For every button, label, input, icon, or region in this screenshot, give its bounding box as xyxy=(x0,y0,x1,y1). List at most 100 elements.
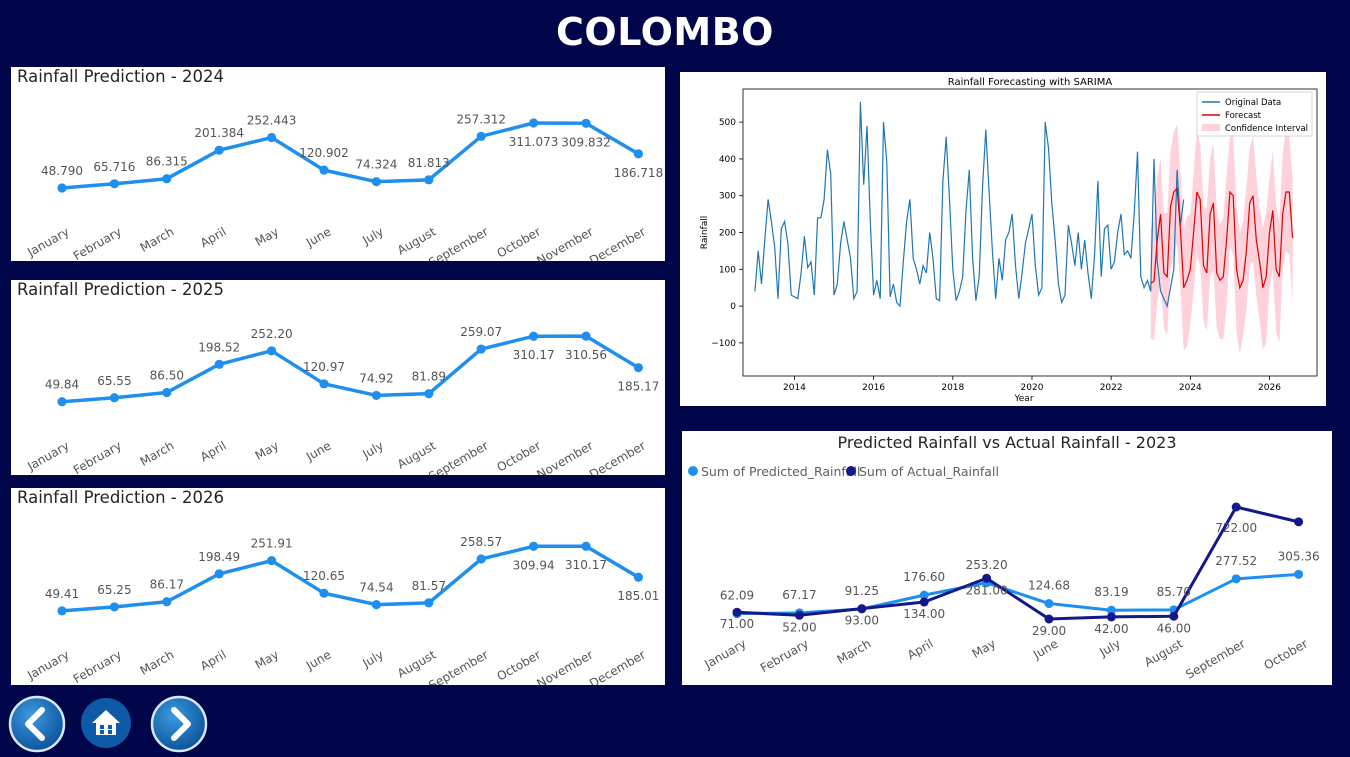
x-tick-label: August xyxy=(395,438,439,471)
data-point[interactable] xyxy=(1106,612,1116,622)
data-point[interactable] xyxy=(424,598,434,608)
x-tick-label: July xyxy=(359,438,386,461)
back-button[interactable] xyxy=(8,695,66,753)
x-tick-label: August xyxy=(395,647,439,680)
x-tick-label: September xyxy=(426,647,490,685)
x-tick-label: September xyxy=(1183,636,1247,681)
data-point[interactable] xyxy=(109,393,119,403)
data-point[interactable] xyxy=(982,573,992,583)
y-tick-label: 400 xyxy=(719,155,736,165)
home-button[interactable] xyxy=(80,697,132,749)
data-point[interactable] xyxy=(371,600,381,610)
x-tick-label: December xyxy=(587,647,648,685)
data-point[interactable] xyxy=(732,607,742,617)
x-tick-label: 2014 xyxy=(783,383,806,393)
data-point[interactable] xyxy=(57,606,67,616)
data-point[interactable] xyxy=(319,165,329,175)
data-point[interactable] xyxy=(529,331,539,341)
data-point[interactable] xyxy=(1044,599,1054,609)
data-point[interactable] xyxy=(1294,517,1304,527)
data-point[interactable] xyxy=(424,175,434,185)
forward-button[interactable] xyxy=(150,695,208,753)
data-point[interactable] xyxy=(794,610,804,620)
y-tick-label: 500 xyxy=(719,118,736,128)
line-chart-2025: 49.84 January 65.55 February 86.50 March 198.5… xyxy=(24,325,659,475)
line-chart-2026: 49.41 January 65.25 February 86.17 March 198.4… xyxy=(24,535,659,685)
data-point[interactable] xyxy=(633,363,644,373)
data-label: 86.17 xyxy=(150,578,184,592)
data-point[interactable] xyxy=(371,390,381,401)
x-tick-label: 2016 xyxy=(862,383,885,393)
data-point[interactable] xyxy=(919,590,929,600)
data-label: 311.073 xyxy=(509,135,559,149)
x-tick-label: 2018 xyxy=(941,383,964,393)
series-line-2026 xyxy=(61,544,640,613)
data-point[interactable] xyxy=(1231,574,1241,584)
x-tick-label: April xyxy=(905,636,936,662)
legend-label-original: Original Data xyxy=(1225,98,1281,108)
data-point[interactable] xyxy=(919,597,929,607)
x-tick-label: August xyxy=(395,224,439,257)
data-point[interactable] xyxy=(1044,614,1054,624)
data-label: 29.00 xyxy=(1032,624,1066,638)
data-point[interactable] xyxy=(581,541,591,551)
legend-label[interactable]: Sum of Predicted_Rainfall xyxy=(701,464,860,479)
data-point[interactable] xyxy=(57,397,67,407)
data-point[interactable] xyxy=(476,131,486,141)
data-label: 722.00 xyxy=(1215,521,1257,535)
data-label: 91.25 xyxy=(845,584,879,598)
data-point[interactable] xyxy=(162,387,172,398)
data-point[interactable] xyxy=(529,118,539,128)
data-point[interactable] xyxy=(529,541,539,551)
data-point[interactable] xyxy=(162,174,172,184)
data-point[interactable] xyxy=(267,132,277,143)
data-point[interactable] xyxy=(267,346,277,356)
y-tick-label: 200 xyxy=(719,229,736,239)
data-point[interactable] xyxy=(319,379,329,389)
data-point[interactable] xyxy=(1294,569,1304,579)
legend-label[interactable]: Sum of Actual_Rainfall xyxy=(859,464,999,479)
chevron-left-icon xyxy=(25,707,45,741)
data-point[interactable] xyxy=(581,118,591,128)
data-point[interactable] xyxy=(162,597,172,607)
data-point[interactable] xyxy=(267,556,277,566)
data-label: 201.384 xyxy=(194,126,244,140)
data-label: 198.49 xyxy=(198,550,240,564)
data-point[interactable] xyxy=(476,554,486,564)
data-label: 48.790 xyxy=(41,164,83,178)
home-icon xyxy=(92,710,120,735)
data-point[interactable] xyxy=(214,145,224,155)
data-label: 185.17 xyxy=(617,380,659,394)
panel-rainfall-2025: Rainfall Prediction - 2025 49.84 January 6… xyxy=(11,280,665,475)
data-point[interactable] xyxy=(109,602,119,612)
data-point[interactable] xyxy=(371,177,381,187)
x-tick-label: July xyxy=(359,224,386,247)
data-label: 309.94 xyxy=(513,558,555,572)
x-axis-label: Year xyxy=(1013,394,1033,404)
data-point[interactable] xyxy=(1106,605,1116,615)
data-label: 309.832 xyxy=(561,135,611,149)
data-label: 93.00 xyxy=(845,614,879,628)
data-point[interactable] xyxy=(1231,502,1241,512)
panel-rainfall-2026: Rainfall Prediction - 2026 49.41 January 6… xyxy=(11,488,665,685)
data-point[interactable] xyxy=(1169,611,1179,621)
data-point[interactable] xyxy=(57,183,67,193)
data-label: 81.57 xyxy=(412,579,446,593)
data-label: 52.00 xyxy=(782,620,816,634)
x-tick-label: May xyxy=(253,647,281,672)
data-point[interactable] xyxy=(109,179,119,189)
data-label: 62.09 xyxy=(720,589,754,603)
data-label: 253.20 xyxy=(966,558,1008,572)
data-point[interactable] xyxy=(476,344,486,354)
data-point[interactable] xyxy=(633,149,644,159)
data-point[interactable] xyxy=(319,588,329,598)
data-point[interactable] xyxy=(424,389,434,399)
data-point[interactable] xyxy=(857,604,867,614)
data-point[interactable] xyxy=(633,572,644,582)
data-label: 49.41 xyxy=(45,587,79,601)
data-point[interactable] xyxy=(214,569,224,579)
data-point[interactable] xyxy=(214,359,224,369)
data-point[interactable] xyxy=(581,331,591,341)
x-tick-label: April xyxy=(198,647,229,673)
predicted-vs-actual-chart: Predicted Rainfall vs Actual Rainfall - … xyxy=(688,433,1320,682)
